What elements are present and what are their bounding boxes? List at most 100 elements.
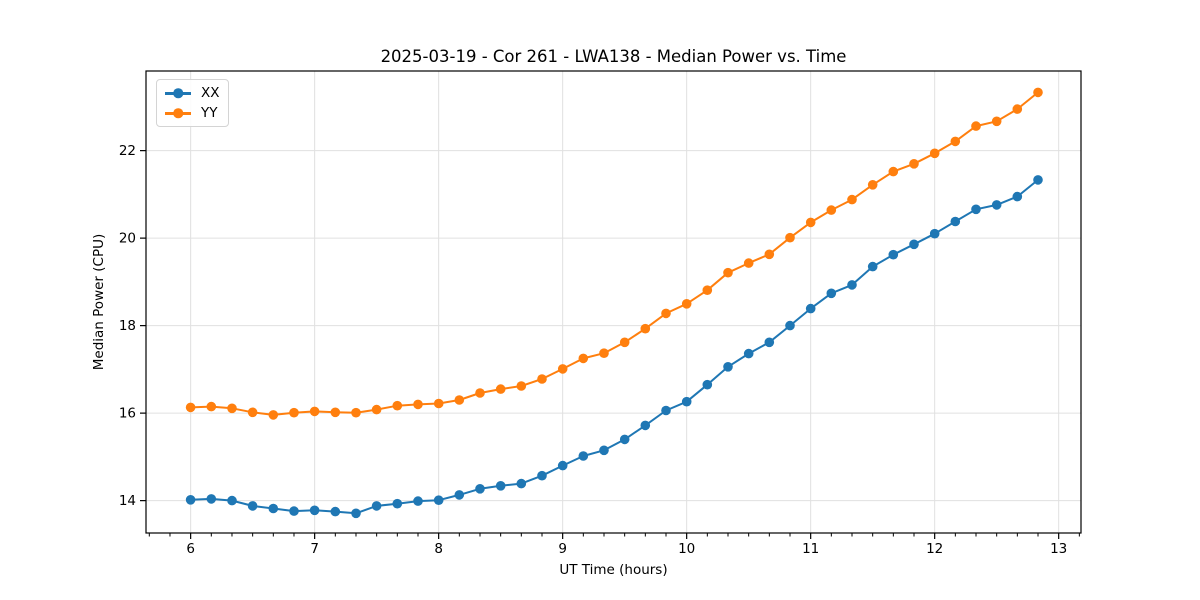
data-point-xx	[247, 501, 258, 511]
data-point-xx	[371, 501, 382, 511]
data-point-yy	[371, 404, 382, 415]
data-point-xx	[227, 495, 237, 506]
data-point-xx	[950, 216, 961, 227]
y-tick-label: 20	[119, 231, 136, 247]
data-point-yy	[1012, 104, 1023, 114]
data-point-xx	[764, 337, 775, 348]
data-point-yy	[847, 194, 857, 205]
data-point-yy	[764, 249, 775, 260]
data-point-xx	[1033, 175, 1043, 185]
legend-item-yy: YY	[165, 104, 220, 122]
data-point-xx	[991, 200, 1002, 210]
data-point-xx	[599, 445, 609, 456]
data-point-yy	[640, 323, 651, 334]
data-point-yy	[433, 398, 444, 409]
data-point-xx	[433, 495, 444, 506]
data-point-xx	[206, 494, 217, 504]
data-point-xx	[557, 460, 568, 471]
x-tick-label: 6	[186, 541, 195, 557]
data-point-yy	[723, 267, 733, 278]
y-axis-label: Median Power (CPU)	[91, 233, 107, 371]
data-point-yy	[185, 402, 196, 413]
x-tick-label: 12	[926, 541, 943, 557]
x-tick-label: 7	[310, 541, 319, 557]
data-point-xx	[537, 470, 547, 481]
data-point-xx	[516, 478, 527, 489]
data-point-xx	[289, 506, 299, 516]
data-point-xx	[1012, 191, 1023, 202]
x-tick-label: 10	[678, 541, 695, 557]
data-point-yy	[805, 217, 816, 228]
data-point-yy	[681, 299, 692, 309]
data-point-yy	[619, 337, 630, 348]
data-point-yy	[991, 116, 1002, 127]
chart-title: 2025-03-19 - Cor 261 - LWA138 - Median P…	[380, 47, 847, 66]
data-point-yy	[909, 159, 919, 169]
x-tick-label: 11	[802, 541, 819, 557]
data-point-xx	[826, 288, 837, 299]
data-point-yy	[351, 407, 361, 418]
data-point-yy	[309, 406, 320, 417]
data-point-xx	[888, 249, 899, 260]
y-tick-label: 22	[119, 143, 136, 159]
x-tick-label: 9	[558, 541, 567, 557]
data-point-yy	[475, 388, 485, 398]
data-point-xx	[743, 348, 754, 359]
data-point-xx	[847, 280, 857, 290]
data-point-yy	[392, 400, 403, 411]
data-point-yy	[454, 395, 465, 405]
data-point-yy	[330, 407, 341, 418]
data-point-yy	[495, 384, 506, 394]
data-point-yy	[289, 407, 299, 418]
data-point-yy	[599, 348, 609, 359]
data-point-xx	[702, 379, 713, 390]
data-point-xx	[392, 498, 403, 509]
data-point-xx	[785, 320, 795, 331]
data-point-xx	[268, 503, 279, 514]
data-point-yy	[867, 180, 878, 190]
axes-box	[145, 70, 1082, 534]
x-axis-label: UT Time (hours)	[559, 562, 668, 578]
legend-item-xx: XX	[165, 84, 220, 102]
data-point-xx	[309, 505, 320, 516]
data-point-xx	[351, 508, 361, 519]
data-point-yy	[206, 401, 217, 412]
data-point-xx	[661, 405, 671, 416]
x-tick-label: 8	[434, 541, 443, 557]
series-line-xx	[190, 179, 1039, 515]
data-point-xx	[867, 261, 878, 272]
yy-line-marker-icon	[165, 108, 191, 119]
data-point-yy	[888, 166, 899, 177]
legend-label-yy: YY	[201, 105, 218, 121]
data-point-yy	[516, 381, 527, 391]
data-point-xx	[971, 204, 981, 215]
data-point-yy	[1033, 87, 1043, 98]
data-point-xx	[909, 239, 919, 250]
data-point-yy	[702, 285, 713, 296]
legend: XX YY	[156, 79, 229, 127]
data-point-yy	[743, 258, 754, 268]
data-point-xx	[681, 396, 692, 407]
data-point-yy	[247, 407, 258, 418]
data-point-xx	[185, 495, 196, 505]
data-point-yy	[268, 410, 279, 420]
xx-line-marker-icon	[165, 88, 191, 99]
data-point-yy	[661, 308, 671, 319]
data-point-yy	[929, 148, 940, 159]
data-point-yy	[557, 364, 568, 374]
data-point-xx	[929, 228, 940, 239]
data-point-yy	[785, 232, 795, 243]
y-tick-label: 16	[119, 406, 136, 422]
data-point-xx	[619, 434, 630, 445]
data-point-yy	[578, 353, 589, 364]
data-point-yy	[826, 205, 837, 215]
y-tick-label: 14	[119, 493, 136, 509]
data-point-yy	[971, 121, 981, 131]
y-tick-label: 18	[119, 318, 136, 334]
data-point-xx	[578, 451, 589, 461]
data-point-xx	[413, 496, 423, 506]
data-point-xx	[723, 362, 733, 372]
series-line-yy	[190, 91, 1039, 416]
